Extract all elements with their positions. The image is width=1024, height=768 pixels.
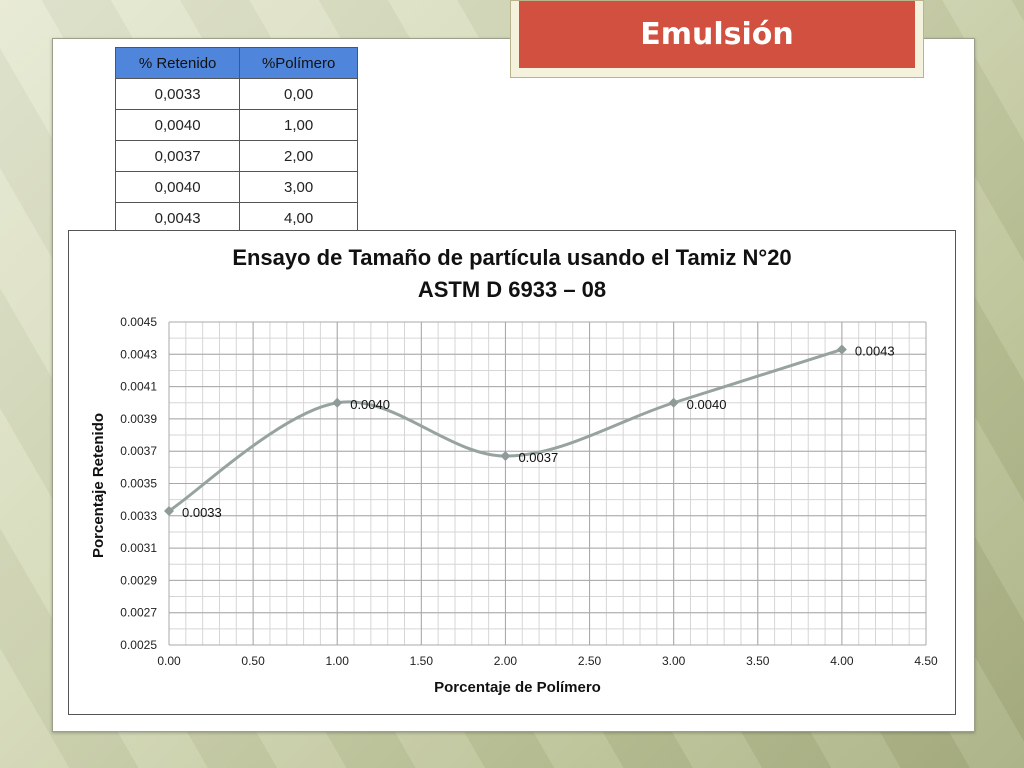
chart-grid [168,321,927,646]
data-point-marker [668,397,679,408]
y-tick-label: 0.0041 [120,380,157,394]
data-label: 0.0040 [687,397,727,412]
table-row: 0,0033 0,00 [114,78,358,110]
data-point-marker [164,505,174,516]
x-tick-label: 1.50 [410,654,434,668]
chart-labels: 0.0033 0.0040 0.0037 0.0040 0.0043 [182,343,895,519]
slide-title: Emulsión [519,1,915,68]
table-cell-retenido: 0,0037 [114,140,241,172]
x-tick-label: 1.00 [326,654,350,668]
table-cell-retenido: 0,0043 [114,202,241,234]
table-cell-polimero: 0,00 [239,78,358,110]
slide-title-frame: Emulsión [510,0,924,78]
data-point-marker [332,397,343,408]
line-chart: 0.00 0.50 1.00 1.50 2.00 2.50 3.00 3.50 4.00 4.50… [90,315,938,696]
chart-axes: 0.00 0.50 1.00 1.50 2.00 2.50 3.00 3.50 4.00 4.50… [90,315,938,696]
y-tick-label: 0.0025 [120,638,157,652]
table-cell-polimero: 2,00 [239,140,358,172]
chart-container: Ensayo de Tamaño de partícula usando el … [68,230,956,715]
data-point-marker [836,344,847,355]
x-tick-label: 0.50 [241,654,265,668]
table-cell-retenido: 0,0040 [114,109,241,141]
chart-series [164,344,847,516]
chart-title-line1: Ensayo de Tamaño de partícula usando el … [232,245,792,270]
x-tick-label: 2.50 [578,654,602,668]
y-tick-label: 0.0039 [120,412,157,426]
y-tick-label: 0.0029 [120,573,157,587]
table-cell-polimero: 3,00 [239,171,358,203]
data-label: 0.0037 [518,450,558,465]
x-tick-label: 3.50 [746,654,770,668]
x-tick-label: 2.00 [494,654,518,668]
data-point-marker [500,451,511,462]
table-header-retenido: % Retenido [114,47,241,79]
table-cell-retenido: 0,0040 [114,171,241,203]
y-tick-label: 0.0033 [120,509,157,523]
y-tick-label: 0.0043 [120,347,157,361]
data-table: % Retenido %Polímero 0,0033 0,00 0,0040 … [114,47,358,234]
x-tick-label: 3.00 [662,654,686,668]
y-tick-label: 0.0037 [120,444,157,458]
y-axis-title: Porcentaje Retenido [90,413,107,558]
data-label: 0.0043 [855,343,895,358]
table-header-row: % Retenido %Polímero [114,47,358,79]
table-row: 0,0040 1,00 [114,109,358,141]
table-cell-retenido: 0,0033 [114,78,241,110]
table-row: 0,0040 3,00 [114,171,358,203]
y-tick-label: 0.0031 [120,541,157,555]
x-tick-label: 0.00 [157,654,181,668]
data-label: 0.0040 [350,397,390,412]
table-cell-polimero: 1,00 [239,109,358,141]
table-cell-polimero: 4,00 [239,202,358,234]
data-label: 0.0033 [182,505,222,520]
table-row: 0,0037 2,00 [114,140,358,172]
chart-title-line2: ASTM D 6933 – 08 [417,277,607,302]
x-axis-title: Porcentaje de Polímero [434,679,601,696]
x-tick-label: 4.50 [914,654,938,668]
table-row: 0,0043 4,00 [114,202,358,234]
x-tick-label: 4.00 [830,654,854,668]
y-tick-label: 0.0027 [120,606,157,620]
y-tick-label: 0.0035 [120,477,157,491]
y-tick-label: 0.0045 [120,315,157,329]
table-header-polimero: %Polímero [239,47,358,79]
